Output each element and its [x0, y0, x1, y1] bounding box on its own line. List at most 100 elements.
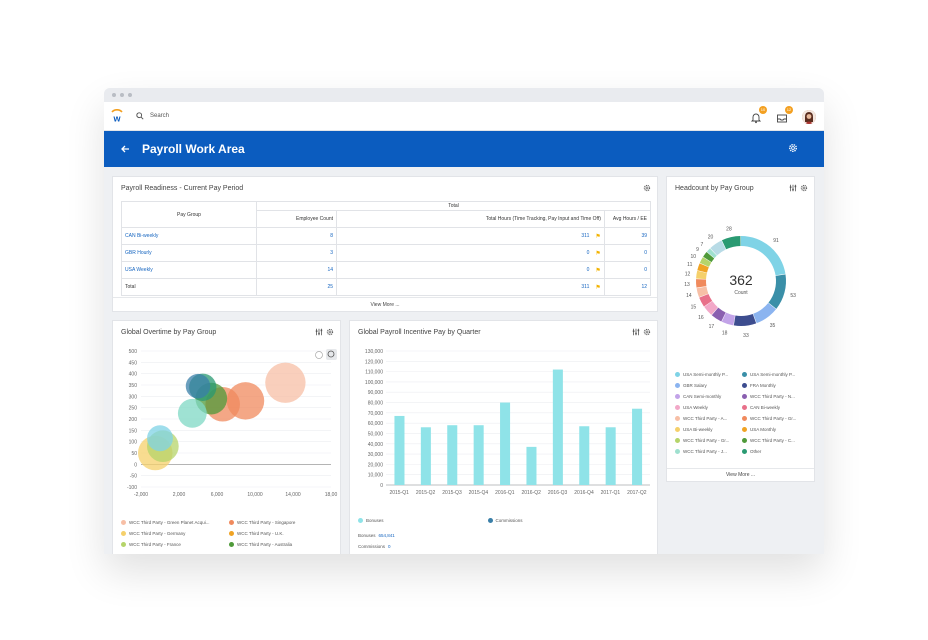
- legend-item[interactable]: WCC Third Party - France: [121, 539, 229, 550]
- legend-item[interactable]: CAN Bi-weekly: [742, 402, 809, 413]
- legend-label: Commissions: [495, 518, 523, 523]
- y-tick-label: 500: [129, 349, 138, 355]
- x-tick-label: 2015-Q1: [389, 490, 409, 496]
- y-tick-label: 0: [134, 462, 137, 468]
- x-tick-label: 6,000: [211, 492, 224, 498]
- page-title: Payroll Work Area: [142, 142, 245, 156]
- legend-item[interactable]: FRA Monthly: [742, 380, 809, 391]
- user-avatar[interactable]: [802, 109, 816, 124]
- legend-label: WCC Third Party - Australia: [237, 542, 293, 547]
- employee-count-cell[interactable]: 14: [256, 261, 337, 279]
- legend-item[interactable]: WCC Third Party - A...: [675, 413, 742, 424]
- legend-label: WCC Third Party - Germany: [129, 531, 186, 536]
- bell-icon: [750, 113, 762, 123]
- legend-item[interactable]: WCC Third Party - U.K.: [229, 528, 337, 539]
- view-more-link[interactable]: View More ...: [725, 472, 756, 478]
- legend-item[interactable]: WCC Third Party - Germany: [121, 528, 229, 539]
- employee-count-cell[interactable]: 8: [256, 227, 337, 245]
- avg-hours-cell[interactable]: 0: [603, 244, 652, 262]
- legend-item[interactable]: WCC Third Party - Singapore: [229, 517, 337, 528]
- column-header: Total Hours (Time Tracking, Pay Input an…: [336, 210, 605, 228]
- hours-cell[interactable]: 0: [336, 244, 593, 262]
- hours-cell[interactable]: 311: [336, 278, 593, 296]
- legend-swatch: [742, 427, 747, 432]
- slice-label: 33: [743, 333, 749, 339]
- headcount-legend: USA Semi-monthly P... USA Semi-monthly P.…: [675, 369, 815, 457]
- donut-slice: [697, 263, 709, 273]
- y-tick-label: 100,000: [365, 380, 383, 386]
- legend-label: WCC Third Party - Gr...: [683, 438, 730, 443]
- notifications-badge: 10: [759, 105, 767, 114]
- chart-options-icon[interactable]: [789, 184, 797, 192]
- overtime-legend: WCC Third Party - Green Planet Acqui... W…: [121, 517, 341, 550]
- legend-item[interactable]: WCC Third Party - Gr...: [742, 413, 809, 424]
- legend-item[interactable]: USA Monthly: [742, 424, 809, 435]
- headcount-card: Headcount by Pay Group 91 53 35 33 18 17 16 15 1…: [666, 176, 815, 482]
- notifications-button[interactable]: 10: [750, 105, 767, 123]
- legend-item[interactable]: WCC Third Party - N...: [742, 391, 809, 402]
- legend-item[interactable]: USA Weekly: [675, 402, 742, 413]
- legend-label: WCC Third Party - Gr...: [750, 416, 797, 421]
- legend-item[interactable]: USA Bi-weekly: [675, 424, 742, 435]
- pay-group-link[interactable]: GBR Hourly: [121, 244, 257, 262]
- search-icon: [136, 112, 144, 120]
- legend-item: Bonuses: [358, 515, 384, 526]
- legend-label: USA Weekly: [683, 405, 708, 410]
- employee-count-cell[interactable]: 3: [256, 244, 337, 262]
- legend-label: USA Bi-weekly: [683, 427, 713, 432]
- donut-slice: [741, 236, 786, 276]
- legend-swatch: [675, 405, 680, 410]
- legend-item[interactable]: Other: [742, 446, 809, 457]
- gear-icon[interactable]: [643, 184, 651, 192]
- legend-item[interactable]: WCC Third Party - Gr...: [675, 435, 742, 446]
- legend-swatch: [229, 520, 234, 525]
- table-row: Total 25 311 ⚑ 12: [121, 278, 652, 296]
- legend-item[interactable]: USA Semi-monthly P...: [742, 369, 809, 380]
- bonuses-summary: Bonuses 654,841: [358, 530, 658, 541]
- employee-count-cell[interactable]: 25: [256, 278, 337, 296]
- legend-item[interactable]: WCC Third Party - Green Planet Acqui...: [121, 517, 229, 528]
- legend-item[interactable]: WCC Third Party - Australia: [229, 539, 337, 550]
- legend-item[interactable]: WCC Third Party - C...: [742, 435, 809, 446]
- bonuses-total-link[interactable]: 654,841: [378, 533, 395, 538]
- bubble-point: [177, 398, 207, 428]
- legend-label: GBR Salary: [683, 383, 707, 388]
- pay-group-link[interactable]: CAN Bi-weekly: [121, 227, 257, 245]
- legend-item[interactable]: WCC Third Party - J...: [675, 446, 742, 457]
- legend-item[interactable]: GBR Salary: [675, 380, 742, 391]
- column-header: Employee Count: [256, 210, 337, 228]
- gear-icon[interactable]: [800, 184, 808, 192]
- legend-label: WCC Third Party - U.K.: [237, 531, 284, 536]
- commissions-summary: Commissions 0: [358, 541, 658, 552]
- hours-cell[interactable]: 0: [336, 261, 593, 279]
- total-label: Total: [121, 278, 257, 296]
- legend-label: WCC Third Party - N...: [750, 394, 795, 399]
- avg-hours-cell[interactable]: 39: [603, 227, 652, 245]
- incentive-legend: Bonuses Commissions Bonuses 654,841 Commi…: [358, 515, 658, 552]
- x-tick-label: 14,000: [285, 492, 301, 498]
- legend-item[interactable]: CAN Semi-monthly: [675, 391, 742, 402]
- bubble-point: [226, 382, 265, 420]
- legend-swatch: [675, 438, 680, 443]
- inbox-button[interactable]: 12: [776, 105, 793, 123]
- gear-icon[interactable]: [643, 328, 651, 336]
- legend-label: WCC Third Party - Green Planet Acqui...: [129, 520, 210, 525]
- page-header: Payroll Work Area: [104, 131, 824, 167]
- pay-group-link[interactable]: USA Weekly: [121, 261, 257, 279]
- table-row: USA Weekly 14 0 ⚑ 0: [121, 261, 652, 279]
- gear-icon[interactable]: [326, 328, 334, 336]
- legend-swatch: [675, 383, 680, 388]
- legend-label: USA Semi-monthly P...: [683, 372, 729, 377]
- avg-hours-cell[interactable]: 0: [603, 261, 652, 279]
- commissions-total-link[interactable]: 0: [388, 544, 391, 549]
- search-box[interactable]: Search: [136, 112, 169, 120]
- workday-logo[interactable]: w: [104, 102, 130, 131]
- legend-item[interactable]: USA Semi-monthly P...: [675, 369, 742, 380]
- hours-cell[interactable]: 311: [336, 227, 593, 245]
- chart-options-icon[interactable]: [315, 328, 323, 336]
- avg-hours-cell[interactable]: 12: [603, 278, 652, 296]
- view-more-link[interactable]: View More ...: [370, 302, 400, 308]
- chart-options-icon[interactable]: [632, 328, 640, 336]
- settings-gear-icon[interactable]: [788, 143, 798, 153]
- back-arrow-icon[interactable]: [120, 144, 130, 154]
